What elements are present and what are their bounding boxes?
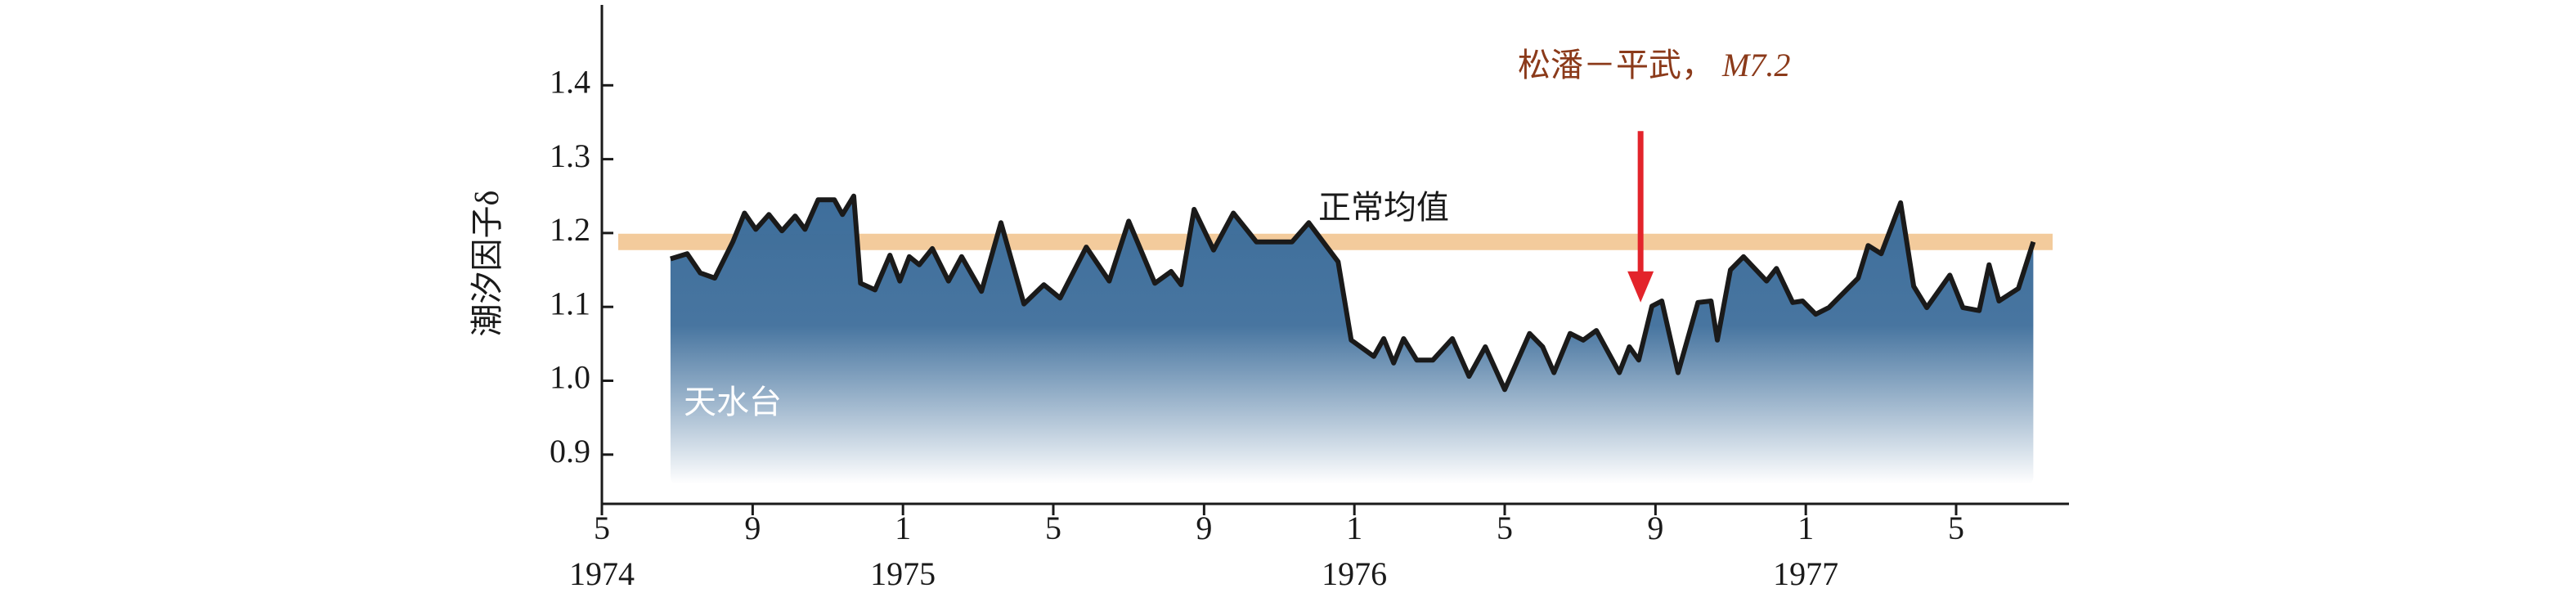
y-tick-label: 1.3 [550, 137, 590, 174]
x-tick-label: 9 [1196, 510, 1212, 546]
annotation-magnitude: M7.2 [1721, 47, 1790, 83]
mean-label: 正常均值 [1318, 189, 1449, 226]
x-tick-label: 1 [1346, 510, 1362, 546]
area-fill [670, 195, 2034, 484]
arrow-head [1627, 271, 1654, 303]
year-label: 1975 [870, 555, 936, 592]
y-tick-label: 1.0 [550, 359, 590, 396]
x-tick-label: 5 [1948, 510, 1964, 546]
x-tick-label: 5 [1045, 510, 1061, 546]
x-tick-label: 1 [1797, 510, 1814, 546]
x-tick-label: 1 [895, 510, 911, 546]
x-tick-label: 5 [1497, 510, 1513, 546]
y-tick-label: 1.4 [550, 63, 590, 100]
year-label: 1974 [569, 555, 635, 592]
x-tick-label: 9 [744, 510, 761, 546]
y-tick-label: 1.1 [550, 285, 590, 321]
series-line [670, 193, 2036, 393]
annotation-text: 松潘－平武， [1518, 47, 1714, 83]
series-name: 天水台 [684, 384, 782, 420]
y-axis-label: 潮汐因子δ [469, 191, 505, 337]
y-tick-label: 1.2 [550, 211, 590, 248]
year-label: 1977 [1773, 555, 1838, 592]
x-tick-label: 9 [1647, 510, 1663, 546]
x-tick-label: 5 [594, 510, 610, 546]
y-tick-label: 0.9 [550, 433, 590, 469]
year-label: 1976 [1322, 555, 1387, 592]
